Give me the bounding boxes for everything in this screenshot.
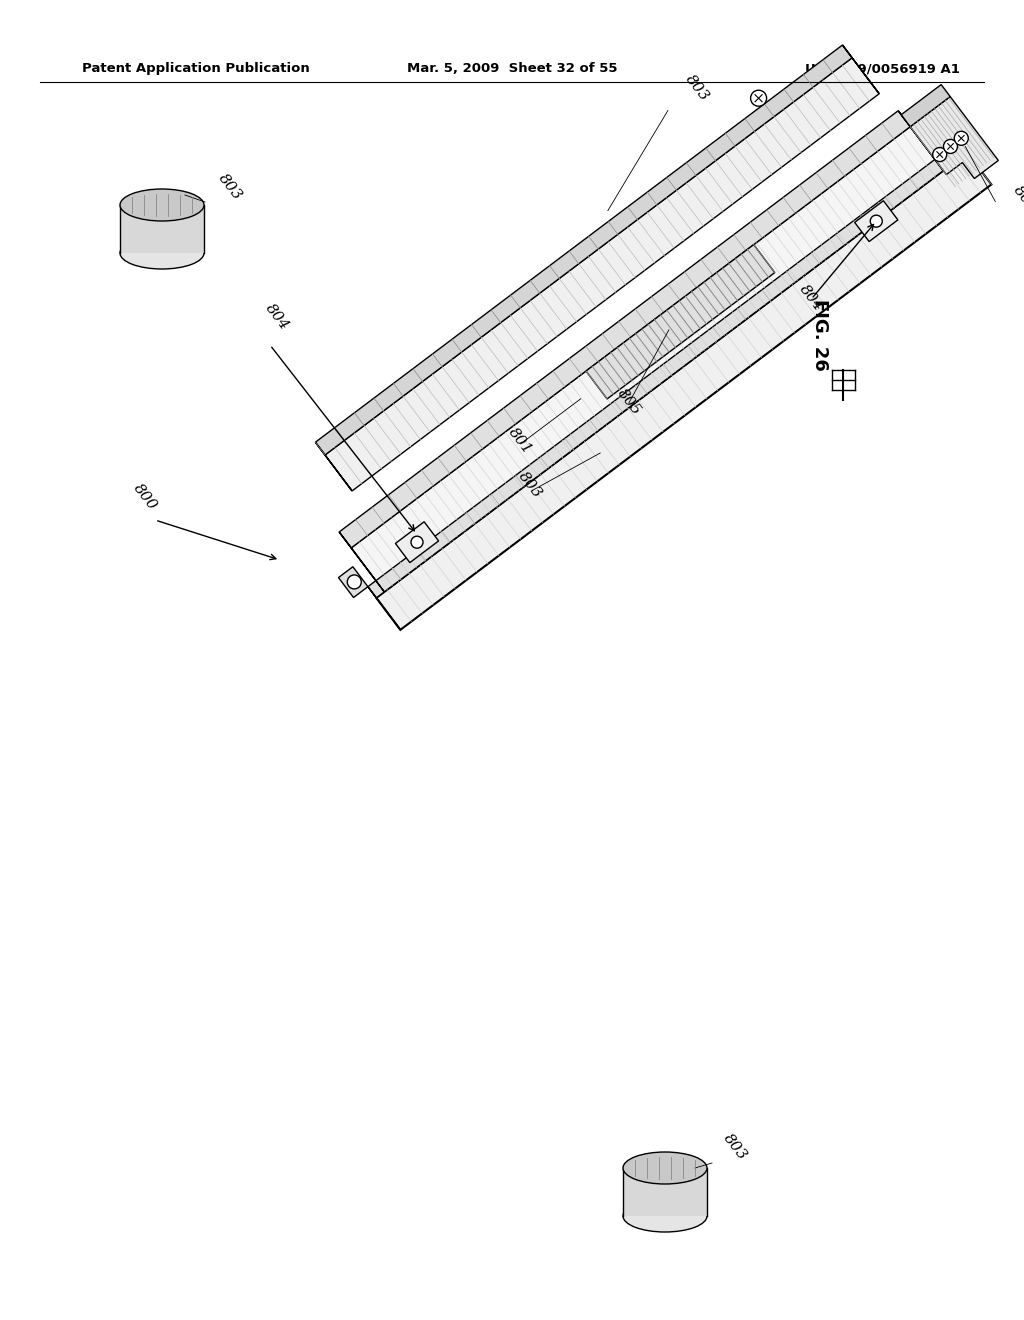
- Polygon shape: [843, 45, 880, 94]
- Text: 802: 802: [1011, 183, 1024, 215]
- Text: FIG. 26: FIG. 26: [811, 300, 829, 371]
- Polygon shape: [351, 127, 943, 591]
- Polygon shape: [368, 141, 968, 598]
- Polygon shape: [315, 442, 352, 491]
- Circle shape: [347, 576, 361, 589]
- Polygon shape: [339, 532, 384, 591]
- Ellipse shape: [120, 189, 204, 220]
- Text: 803: 803: [515, 470, 544, 502]
- Text: 804: 804: [797, 282, 825, 314]
- Polygon shape: [395, 521, 438, 562]
- Circle shape: [751, 90, 767, 106]
- Polygon shape: [623, 1168, 707, 1216]
- Text: 800: 800: [130, 482, 159, 513]
- Circle shape: [933, 148, 947, 161]
- Circle shape: [943, 140, 957, 153]
- Circle shape: [954, 131, 969, 145]
- Text: 805: 805: [614, 387, 643, 418]
- Polygon shape: [339, 111, 910, 548]
- Text: 803: 803: [683, 71, 712, 103]
- Polygon shape: [339, 566, 368, 598]
- Polygon shape: [120, 205, 204, 253]
- Ellipse shape: [120, 238, 204, 269]
- Text: Mar. 5, 2009  Sheet 32 of 55: Mar. 5, 2009 Sheet 32 of 55: [407, 62, 617, 75]
- Polygon shape: [377, 153, 991, 630]
- Ellipse shape: [623, 1200, 707, 1232]
- Text: 803: 803: [215, 172, 244, 203]
- Circle shape: [411, 536, 423, 548]
- Text: 803: 803: [720, 1131, 749, 1163]
- Text: Patent Application Publication: Patent Application Publication: [82, 62, 309, 75]
- Polygon shape: [910, 96, 998, 178]
- Text: 804: 804: [262, 301, 291, 333]
- Text: US 2009/0056919 A1: US 2009/0056919 A1: [805, 62, 961, 75]
- Polygon shape: [901, 84, 950, 127]
- Polygon shape: [898, 111, 943, 170]
- Ellipse shape: [623, 1152, 707, 1184]
- Polygon shape: [325, 58, 880, 491]
- Text: 801: 801: [506, 425, 535, 457]
- Polygon shape: [855, 201, 898, 242]
- Polygon shape: [315, 45, 852, 455]
- Circle shape: [870, 215, 883, 227]
- Polygon shape: [586, 244, 775, 399]
- Polygon shape: [368, 586, 400, 630]
